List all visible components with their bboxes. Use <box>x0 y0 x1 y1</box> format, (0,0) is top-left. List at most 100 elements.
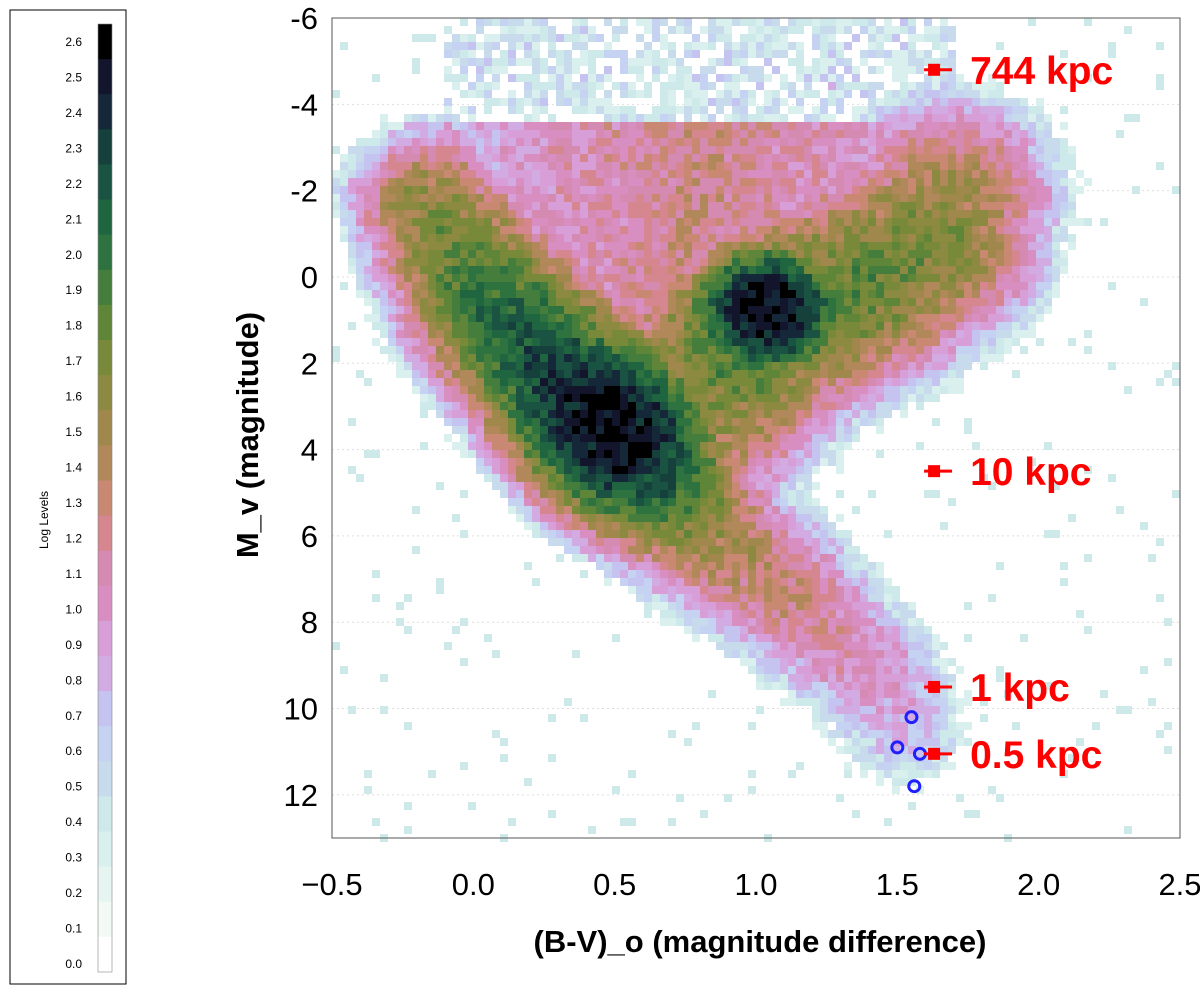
heatmap-cell <box>684 106 692 114</box>
heatmap-cell <box>748 202 756 210</box>
heatmap-cell <box>580 530 588 538</box>
heatmap-cell <box>580 570 588 578</box>
heatmap-cell <box>476 458 484 466</box>
heatmap-cell <box>740 394 748 402</box>
heatmap-cell <box>620 554 628 562</box>
heatmap-cell <box>924 210 932 218</box>
heatmap-cell <box>420 138 428 146</box>
heatmap-cell <box>452 42 460 50</box>
heatmap-cell <box>716 242 724 250</box>
heatmap-cell <box>660 218 668 226</box>
heatmap-cell <box>540 330 548 338</box>
heatmap-cell <box>444 242 452 250</box>
heatmap-cell <box>820 258 828 266</box>
heatmap-cell <box>940 234 948 242</box>
heatmap-cell <box>860 226 868 234</box>
heatmap-cell <box>492 314 500 322</box>
heatmap-cell <box>460 170 468 178</box>
heatmap-cell <box>804 378 812 386</box>
heatmap-cell <box>404 178 412 186</box>
heatmap-cell <box>372 242 380 250</box>
heatmap-cell <box>780 282 788 290</box>
heatmap-cell <box>772 562 780 570</box>
heatmap-cell <box>700 26 708 34</box>
heatmap-cell <box>540 314 548 322</box>
heatmap-cell <box>436 290 444 298</box>
heatmap-cell <box>1068 242 1076 250</box>
heatmap-cell <box>868 354 876 362</box>
heatmap-cell <box>908 162 916 170</box>
heatmap-cell <box>500 330 508 338</box>
heatmap-cell <box>612 274 620 282</box>
heatmap-cell <box>716 362 724 370</box>
heatmap-cell <box>740 330 748 338</box>
heatmap-cell <box>484 138 492 146</box>
heatmap-cell <box>868 410 876 418</box>
heatmap-cell <box>932 394 940 402</box>
heatmap-cell <box>572 194 580 202</box>
heatmap-cell <box>420 194 428 202</box>
heatmap-cell <box>812 114 820 122</box>
heatmap-cell <box>428 210 436 218</box>
heatmap-cell <box>836 370 844 378</box>
heatmap-cell <box>636 442 644 450</box>
heatmap-cell <box>724 586 732 594</box>
heatmap-cell <box>396 298 404 306</box>
heatmap-cell <box>444 402 452 410</box>
heatmap-cell <box>508 58 516 66</box>
heatmap-cell <box>612 514 620 522</box>
heatmap-cell <box>636 562 644 570</box>
heatmap-cell <box>460 618 468 626</box>
heatmap-cell <box>996 306 1004 314</box>
heatmap-cell <box>564 274 572 282</box>
heatmap-cell <box>932 306 940 314</box>
heatmap-cell <box>756 450 764 458</box>
heatmap-cell <box>956 98 964 106</box>
heatmap-cell <box>508 234 516 242</box>
heatmap-cell <box>484 170 492 178</box>
heatmap-cell <box>508 282 516 290</box>
heatmap-cell <box>1012 274 1020 282</box>
heatmap-cell <box>588 130 596 138</box>
heatmap-cell <box>564 122 572 130</box>
heatmap-cell <box>932 186 940 194</box>
heatmap-cell <box>644 378 652 386</box>
heatmap-cell <box>764 418 772 426</box>
heatmap-cell <box>412 546 420 554</box>
heatmap-cell <box>788 58 796 66</box>
heatmap-cell <box>604 130 612 138</box>
heatmap-cell <box>388 234 396 242</box>
heatmap-cell <box>564 66 572 74</box>
heatmap-cell <box>804 458 812 466</box>
heatmap-cell <box>436 266 444 274</box>
heatmap-cell <box>516 242 524 250</box>
heatmap-cell <box>980 274 988 282</box>
heatmap-cell <box>596 178 604 186</box>
heatmap-cell <box>796 194 804 202</box>
heatmap-cell <box>668 74 676 82</box>
heatmap-cell <box>1020 130 1028 138</box>
heatmap-cell <box>428 346 436 354</box>
heatmap-cell <box>564 154 572 162</box>
heatmap-cell <box>1172 186 1180 194</box>
heatmap-cell <box>788 530 796 538</box>
heatmap-cell <box>580 90 588 98</box>
heatmap-cell <box>636 258 644 266</box>
heatmap-cell <box>972 170 980 178</box>
heatmap-cell <box>964 170 972 178</box>
heatmap-cell <box>852 274 860 282</box>
heatmap-cell <box>468 170 476 178</box>
heatmap-cell <box>668 482 676 490</box>
heatmap-cell <box>596 266 604 274</box>
heatmap-cell <box>604 338 612 346</box>
heatmap-cell <box>900 602 908 610</box>
heatmap-cell <box>636 306 644 314</box>
heatmap-cell <box>820 162 828 170</box>
heatmap-cell <box>1028 458 1036 466</box>
heatmap-cell <box>460 290 468 298</box>
heatmap-cell <box>940 378 948 386</box>
heatmap-cell <box>772 434 780 442</box>
heatmap-cell <box>868 234 876 242</box>
heatmap-cell <box>716 34 724 42</box>
heatmap-cell <box>556 202 564 210</box>
